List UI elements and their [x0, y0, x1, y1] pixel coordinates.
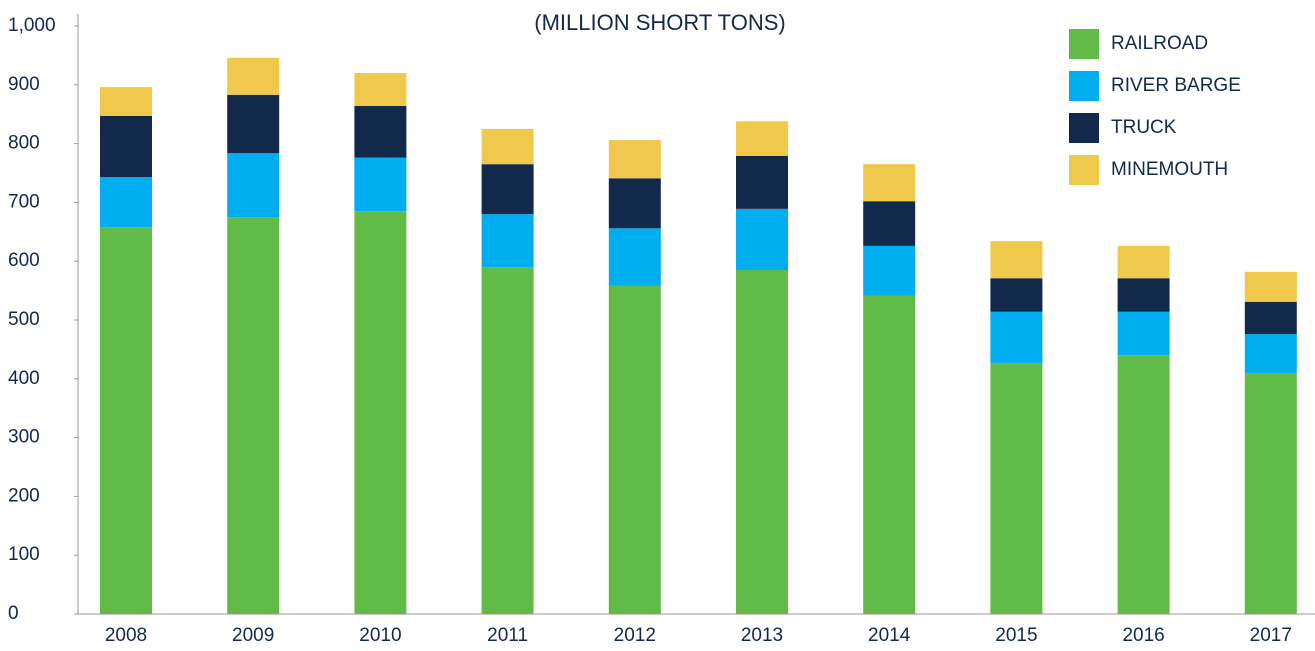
bar-segment [354, 157, 407, 212]
y-tick-label: 500 [8, 309, 40, 330]
bar-segment [608, 140, 661, 179]
bar-segment [227, 94, 280, 154]
y-tick-label: 300 [8, 427, 40, 448]
bar-segment [354, 105, 407, 158]
bar-segment [100, 115, 152, 178]
bar-segment [736, 270, 788, 614]
legend-label: RIVER BARGE [1111, 75, 1241, 96]
bar-segment [863, 295, 916, 614]
bar-segment [227, 217, 280, 614]
x-tick-label: 2016 [1122, 625, 1164, 646]
bar-segment [1117, 311, 1170, 356]
bar-segment [736, 121, 788, 156]
legend-swatch [1069, 71, 1099, 101]
x-tick-label: 2012 [614, 625, 656, 646]
x-tick-label: 2008 [105, 625, 147, 646]
bar-segment [100, 87, 152, 116]
legend-swatch [1069, 113, 1099, 143]
bar-segment [100, 177, 152, 228]
x-tick-label: 2014 [868, 625, 911, 646]
y-tick-label: 100 [8, 544, 40, 565]
bar-segment [608, 285, 661, 614]
legend-label: MINEMOUTH [1111, 159, 1228, 180]
bar-segment [736, 155, 788, 209]
bar-segment [1244, 334, 1297, 373]
y-tick-label: 0 [8, 603, 19, 624]
chart-title: (MILLION SHORT TONS) [534, 10, 785, 35]
bar-segment [863, 201, 916, 246]
x-tick-label: 2011 [487, 625, 528, 646]
y-tick-label: 1,000 [8, 15, 56, 36]
x-tick-label: 2010 [359, 625, 401, 646]
legend-label: TRUCK [1111, 117, 1177, 138]
bar-segment [354, 73, 407, 106]
y-tick-label: 700 [8, 191, 40, 212]
bar-segment [1244, 372, 1297, 614]
x-tick-label: 2009 [232, 625, 274, 646]
bar-segment [1117, 278, 1170, 312]
bar-segment [1117, 355, 1170, 614]
bar-segment [227, 57, 280, 95]
bar-segment [1244, 301, 1297, 335]
bar-segment [100, 227, 152, 614]
bar-segment [1244, 271, 1297, 302]
bar-segment [481, 214, 534, 268]
x-tick-label: 2015 [995, 625, 1037, 646]
bar-segment [990, 362, 1043, 614]
legend-label: RAILROAD [1111, 33, 1208, 54]
x-tick-label: 2017 [1250, 625, 1292, 646]
bar-segment [227, 153, 280, 218]
bar-segment [863, 164, 916, 202]
y-tick-label: 900 [8, 74, 40, 95]
bar-segment [990, 241, 1043, 279]
bar-segment [990, 311, 1043, 363]
bar-segment [608, 178, 661, 229]
bar-segment [481, 164, 534, 215]
legend-swatch [1069, 155, 1099, 185]
y-tick-label: 800 [8, 133, 40, 154]
bar-segment [354, 211, 407, 614]
y-tick-label: 200 [8, 485, 40, 506]
bar-segment [481, 128, 534, 165]
legend-swatch [1069, 29, 1099, 59]
bar-segment [990, 278, 1043, 312]
bar-segment [863, 245, 916, 296]
x-tick-label: 2013 [741, 625, 783, 646]
y-tick-label: 600 [8, 250, 40, 271]
bar-segment [736, 208, 788, 271]
bar-segment [1117, 245, 1170, 279]
y-tick-label: 400 [8, 368, 40, 389]
bar-segment [481, 267, 534, 614]
bar-segment [608, 228, 661, 286]
